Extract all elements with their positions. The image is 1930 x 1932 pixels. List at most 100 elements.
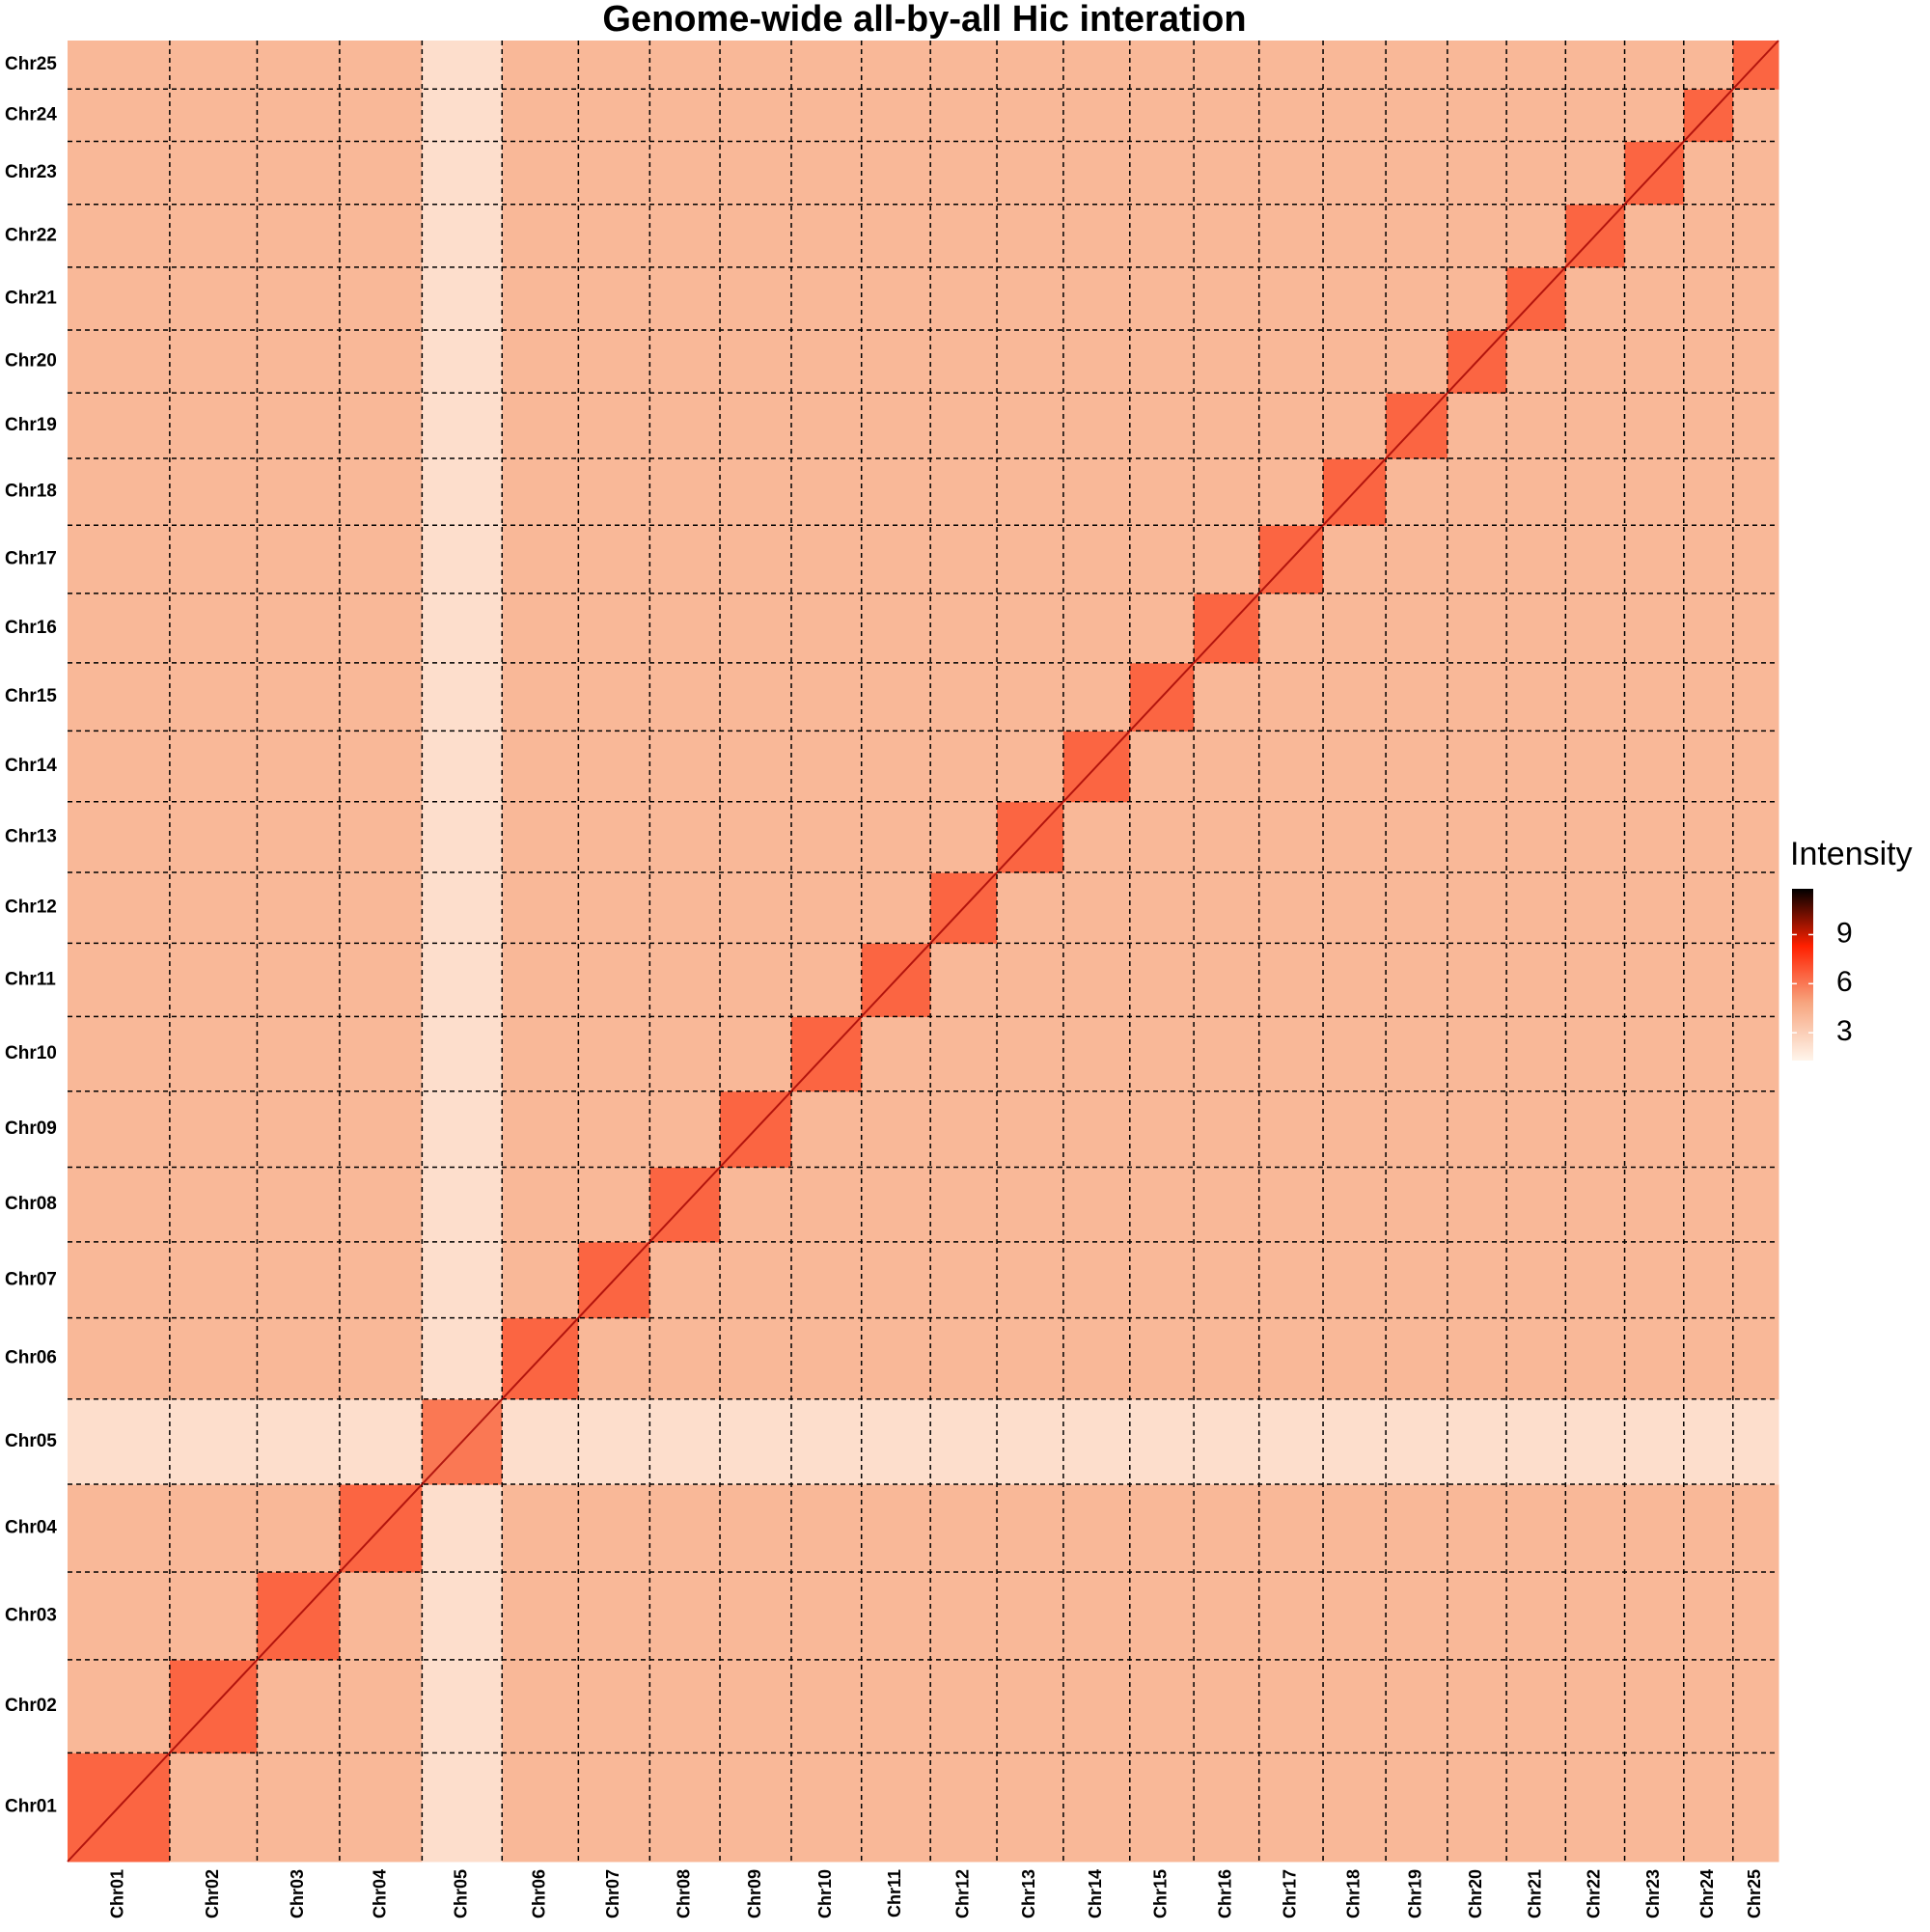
heatmap-cell (1129, 1398, 1195, 1485)
heatmap-cell (1062, 1398, 1131, 1485)
heatmap-cell (791, 1167, 863, 1243)
heatmap-cell (339, 89, 423, 143)
heatmap-cell (1732, 1571, 1779, 1661)
heatmap-cell (68, 872, 171, 944)
heatmap-cell (1732, 731, 1779, 803)
heatmap-cell (791, 1753, 863, 1863)
heatmap-cell (502, 593, 579, 664)
y-tick-label: Chr09 (5, 1118, 57, 1139)
heatmap-cell (1194, 1659, 1260, 1753)
heatmap-cell (257, 872, 341, 944)
y-tick-label: Chr10 (5, 1043, 57, 1063)
heatmap-cell (1258, 330, 1324, 394)
heatmap-cell (1447, 89, 1507, 143)
heatmap-cell (861, 330, 931, 394)
heatmap-cell (649, 330, 721, 394)
heatmap-cell (339, 1753, 423, 1863)
heatmap-cell (997, 204, 1064, 268)
y-tick-label: Chr14 (5, 756, 57, 776)
heatmap-cell (339, 458, 423, 526)
heatmap-cell (720, 801, 792, 873)
heatmap-cell (1506, 458, 1566, 526)
heatmap-cell (1386, 1753, 1448, 1863)
heatmap-cell (861, 1241, 931, 1319)
heatmap-cell (720, 943, 792, 1017)
heatmap-cell (791, 943, 863, 1017)
heatmap-cell (1323, 731, 1387, 803)
heatmap-cell (861, 141, 931, 206)
heatmap-cell (422, 1484, 503, 1573)
heatmap-cell (1683, 801, 1734, 873)
heatmap-cell (791, 204, 863, 268)
heatmap-cell (578, 1659, 650, 1753)
heatmap-cell (1732, 1167, 1779, 1243)
heatmap-cell (1565, 1398, 1626, 1485)
heatmap-cell (169, 458, 258, 526)
heatmap-cell (1624, 1753, 1685, 1863)
heatmap-cell (257, 525, 341, 594)
heatmap-cell (1447, 593, 1507, 664)
heatmap-cell (1732, 89, 1779, 143)
heatmap-cell (791, 330, 863, 394)
heatmap-cell (578, 41, 650, 90)
heatmap-cell (1194, 1571, 1260, 1661)
heatmap-cell (1732, 1484, 1779, 1573)
heatmap-cell (791, 662, 863, 731)
heatmap-cell (1565, 801, 1626, 873)
heatmap-cell (720, 204, 792, 268)
heatmap-cell (1062, 141, 1131, 206)
heatmap-cell (861, 1317, 931, 1400)
heatmap-cell (1323, 525, 1387, 594)
heatmap-cell (1624, 1090, 1685, 1168)
heatmap-cell (791, 1090, 863, 1168)
heatmap-cell (1323, 593, 1387, 664)
heatmap-cell (1506, 1167, 1566, 1243)
heatmap-cell (1386, 943, 1448, 1017)
heatmap-cell (1129, 393, 1195, 459)
heatmap-cell (1624, 1167, 1685, 1243)
heatmap-cell (861, 1571, 931, 1661)
heatmap-cell (169, 89, 258, 143)
heatmap-cell (68, 1016, 171, 1092)
x-tick-label: Chr01 (108, 1869, 127, 1918)
heatmap-cell (1506, 801, 1566, 873)
heatmap-cell (169, 872, 258, 944)
heatmap-cell (68, 731, 171, 803)
heatmap-cell (861, 872, 931, 944)
heatmap-cell (720, 393, 792, 459)
heatmap-cell (1386, 731, 1448, 803)
heatmap-cell (1447, 1167, 1507, 1243)
heatmap-cell (578, 662, 650, 731)
heatmap-cell (1258, 1090, 1324, 1168)
heatmap-cell (1129, 41, 1195, 90)
heatmap-cell (1624, 731, 1685, 803)
heatmap-cell (422, 330, 503, 394)
heatmap-cell (68, 266, 171, 331)
heatmap-cell (649, 1484, 721, 1573)
heatmap-cell (1129, 1016, 1195, 1092)
heatmap-cell (930, 1090, 998, 1168)
heatmap-cell (997, 1398, 1064, 1485)
heatmap-cell (1194, 393, 1260, 459)
x-tick-label: Chr02 (203, 1869, 222, 1918)
heatmap-cell (1447, 943, 1507, 1017)
heatmap-cell (1624, 1241, 1685, 1319)
heatmap-cell (1386, 1016, 1448, 1092)
heatmap-cell (1565, 141, 1626, 206)
heatmap-cell (649, 1241, 721, 1319)
heatmap-cell (1624, 593, 1685, 664)
heatmap-cell (1258, 393, 1324, 459)
heatmap-cell (578, 458, 650, 526)
heatmap-cell (1683, 1241, 1734, 1319)
heatmap-cell (1062, 872, 1131, 944)
heatmap-cell (649, 1659, 721, 1753)
x-tick-label: Chr24 (1697, 1869, 1717, 1918)
heatmap-cell (861, 89, 931, 143)
heatmap-cell (997, 89, 1064, 143)
heatmap-cell (502, 731, 579, 803)
heatmap-cell (1624, 41, 1685, 90)
heatmap-cell (1683, 1317, 1734, 1400)
heatmap-cell (1565, 1484, 1626, 1573)
x-tick-label: Chr25 (1745, 1869, 1764, 1918)
